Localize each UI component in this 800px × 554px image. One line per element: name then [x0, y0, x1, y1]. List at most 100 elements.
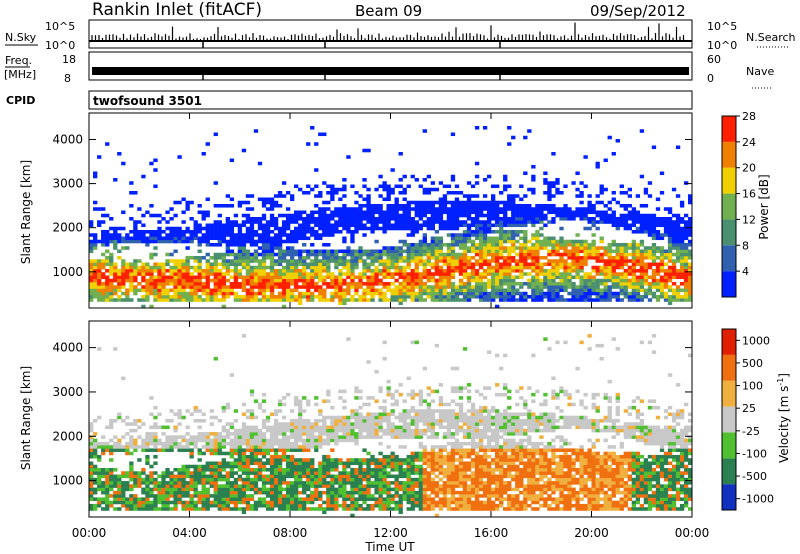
heatmap-cell: [671, 262, 677, 267]
heatmap-cell: [277, 252, 283, 257]
heatmap-cell: [507, 246, 512, 250]
heatmap-cell: [197, 481, 202, 485]
heatmap-cell: [631, 298, 637, 302]
heatmap-cell: [298, 252, 303, 257]
heatmap-cell: [261, 288, 267, 293]
heatmap-cell: [141, 174, 146, 179]
heatmap-cell: [281, 181, 287, 185]
heatmap-cell: [302, 464, 307, 469]
heatmap-cell: [149, 230, 154, 234]
heatmap-cell: [458, 252, 464, 257]
heatmap-cell: [398, 295, 403, 299]
heatmap-cell: [237, 428, 243, 433]
heatmap-cell: [631, 239, 637, 244]
heatmap-cell: [531, 243, 536, 247]
heatmap-cell: [277, 438, 283, 443]
heatmap-cell: [410, 291, 415, 296]
heatmap-cell: [615, 249, 620, 254]
heatmap-cell: [125, 432, 130, 436]
heatmap-cell: [257, 236, 263, 241]
heatmap-cell: [418, 291, 423, 296]
heatmap-cell: [229, 252, 235, 257]
heatmap-cell: [462, 220, 468, 224]
heatmap-cell: [583, 291, 588, 296]
heatmap-cell: [370, 220, 375, 224]
heatmap-cell: [679, 204, 685, 208]
heatmap-cell: [438, 213, 444, 218]
heatmap-cell: [205, 474, 210, 479]
heatmap-cell: [298, 445, 303, 449]
heatmap-cell: [370, 285, 375, 289]
heatmap-cell: [426, 187, 431, 192]
heatmap-cell: [386, 220, 391, 224]
noise-right-tick-bottom: 10^0: [707, 39, 737, 52]
heatmap-cell: [531, 275, 536, 280]
heatmap-cell: [611, 249, 616, 254]
heatmap-cell: [181, 210, 186, 215]
heatmap-cell: [482, 291, 488, 296]
heatmap-cell: [153, 278, 158, 283]
heatmap-cell: [237, 230, 243, 234]
heatmap-cell: [241, 481, 247, 485]
heatmap-cell: [121, 484, 126, 488]
heatmap-cell: [101, 471, 106, 475]
heatmap-cell: [446, 252, 452, 257]
heatmap-cell: [277, 432, 283, 436]
heatmap-cell: [450, 246, 456, 250]
heatmap-cell: [157, 226, 162, 231]
heatmap-cell: [643, 278, 649, 283]
heatmap-cell: [290, 484, 295, 488]
heatmap-cell: [619, 217, 624, 221]
heatmap-cell: [482, 243, 488, 247]
heatmap-cell: [402, 269, 407, 273]
heatmap-cell: [442, 262, 448, 267]
heatmap-cell: [466, 217, 472, 221]
heatmap-cell: [410, 252, 415, 257]
heatmap-cell: [595, 282, 600, 286]
heatmap-cell: [285, 438, 291, 443]
heatmap-cell: [382, 249, 387, 254]
heatmap-cell: [129, 285, 134, 289]
heatmap-cell: [406, 272, 411, 276]
heatmap-cell: [213, 282, 218, 286]
heatmap-cell: [197, 275, 202, 280]
heatmap-cell: [273, 484, 279, 488]
heatmap-cell: [583, 217, 588, 221]
heatmap-cell: [326, 223, 331, 228]
heatmap-cell: [619, 256, 624, 260]
heatmap-cell: [109, 265, 114, 270]
heatmap-cell: [474, 246, 480, 250]
heatmap-cell: [241, 288, 247, 293]
heatmap-cell: [221, 252, 226, 257]
heatmap-cell: [679, 249, 685, 254]
heatmap-cell: [269, 461, 275, 466]
heatmap-cell: [205, 461, 210, 466]
heatmap-cell: [201, 275, 206, 280]
heatmap-cell: [290, 464, 295, 469]
heatmap-cell: [306, 272, 311, 276]
heatmap-cell: [310, 474, 315, 479]
heatmap-cell: [422, 282, 427, 286]
heatmap-cell: [366, 252, 371, 257]
heatmap-cell: [450, 200, 456, 205]
heatmap-cell: [434, 295, 440, 299]
heatmap-cell: [398, 285, 403, 289]
heatmap-cell: [237, 494, 243, 498]
heatmap-cell: [470, 285, 476, 289]
heatmap-cell: [249, 278, 255, 283]
heatmap-cell: [515, 298, 520, 302]
heatmap-cell: [261, 246, 267, 250]
heatmap-cell: [402, 291, 407, 296]
heatmap-cell: [350, 262, 355, 267]
heatmap-cell: [402, 239, 407, 244]
heatmap-cell: [591, 249, 596, 254]
heatmap-cell: [551, 239, 556, 244]
heatmap-cell: [157, 291, 162, 296]
heatmap-cell: [257, 226, 263, 231]
heatmap-cell: [342, 204, 347, 208]
heatmap-cell: [314, 445, 319, 449]
heatmap-cell: [555, 246, 560, 250]
heatmap-cell: [129, 474, 134, 479]
heatmap-cell: [269, 265, 275, 270]
heatmap-cell: [125, 233, 130, 237]
